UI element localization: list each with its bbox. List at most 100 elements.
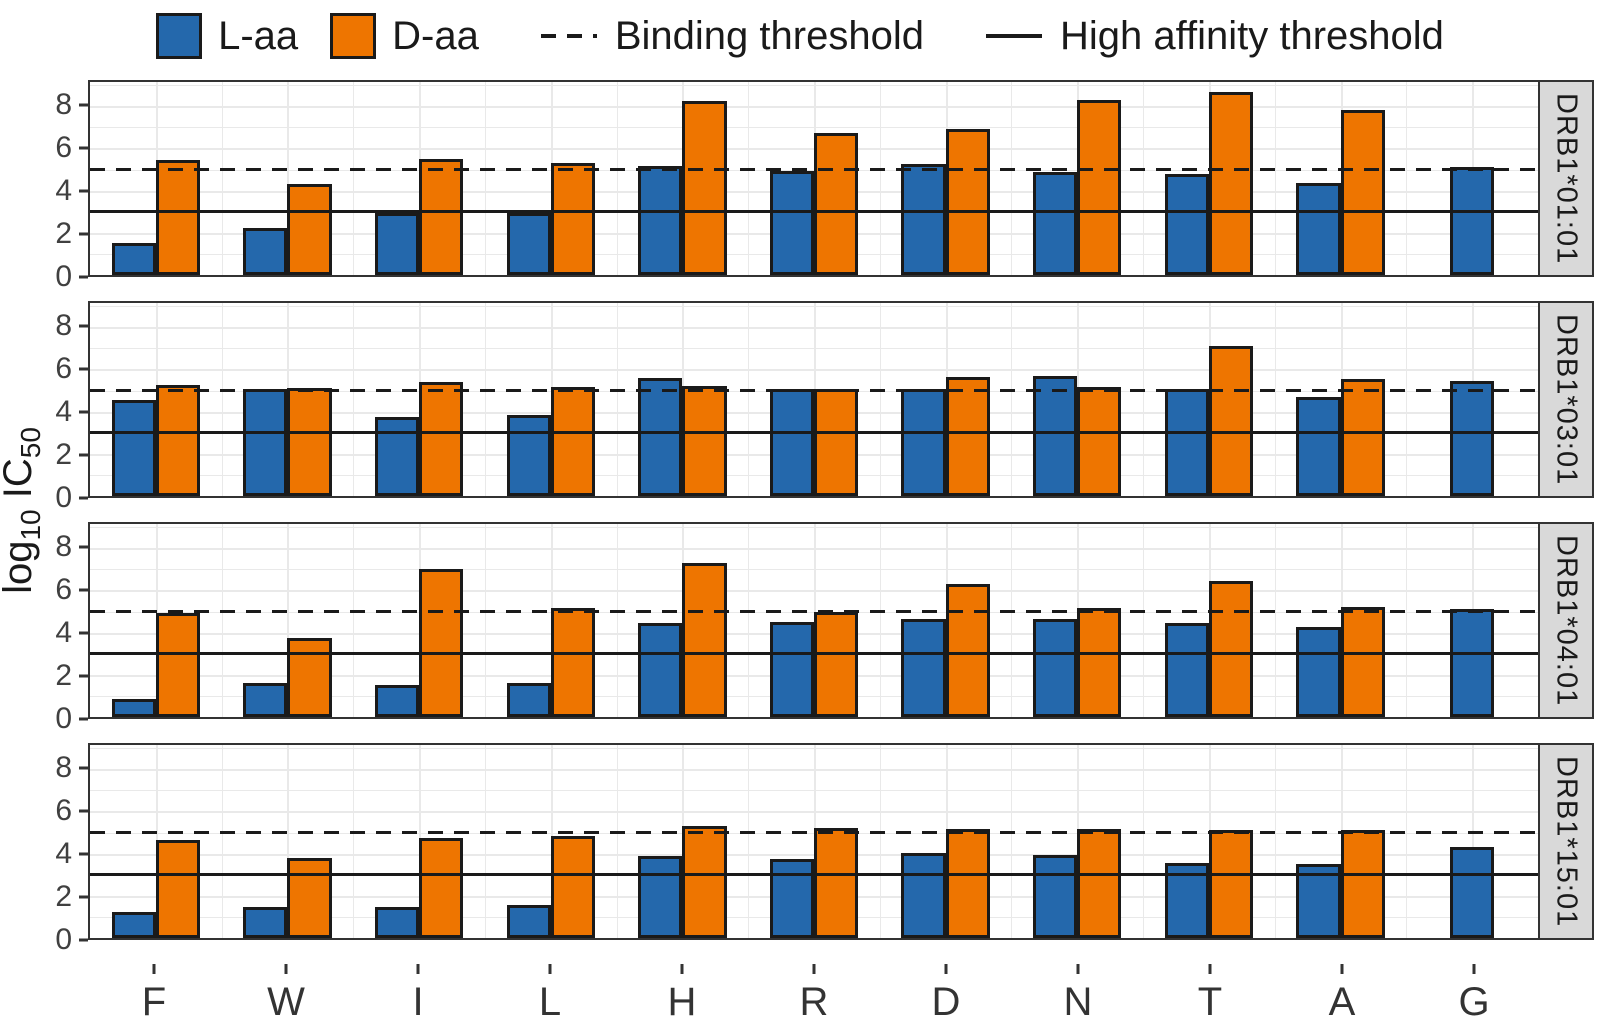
- y-tick-label: 4: [55, 173, 72, 207]
- y-tick-mark: [79, 146, 88, 150]
- v-gridline-minor: [748, 524, 750, 717]
- y-tick-mark: [79, 631, 88, 635]
- legend-item-high-affinity-threshold: High affinity threshold: [985, 14, 1444, 59]
- bar-d-aa-F: [155, 160, 200, 275]
- x-tick-label-T: T: [1197, 980, 1223, 1018]
- v-gridline-minor: [616, 745, 618, 938]
- x-tick-mark: [680, 964, 684, 974]
- v-gridline: [287, 524, 290, 717]
- facet-strip: DRB1*04:01: [1540, 522, 1594, 719]
- y-axis-ticks: 0 2 4 6 8: [0, 301, 88, 514]
- facet-strip-label: DRB1*15:01: [1550, 755, 1583, 928]
- binding-threshold-line: [90, 610, 1538, 614]
- v-gridline-minor: [1274, 745, 1276, 938]
- bar-l-aa-T: [1164, 173, 1209, 275]
- x-tick-label-G: G: [1458, 980, 1490, 1018]
- y-tick-mark: [79, 103, 88, 107]
- v-gridline-minor: [616, 82, 618, 275]
- bar-d-aa-W: [287, 388, 332, 496]
- facet-row: 0 2 4 6 8 DRB1*04:01: [0, 522, 1600, 735]
- bar-d-aa-I: [419, 569, 464, 717]
- l-aa-swatch-icon: [156, 13, 203, 59]
- v-gridline-minor: [1011, 524, 1013, 717]
- bar-l-aa-G: [1450, 609, 1495, 717]
- y-tick-label: 8: [55, 750, 72, 784]
- v-gridline-minor: [879, 303, 881, 496]
- bar-l-aa-W: [243, 389, 288, 496]
- x-tick-mark: [416, 964, 420, 974]
- bar-l-aa-R: [769, 389, 814, 496]
- legend-label-l-aa: L-aa: [218, 13, 299, 58]
- x-tick-mark: [1340, 964, 1344, 974]
- y-tick-label: 6: [55, 351, 72, 385]
- v-gridline-minor: [616, 303, 618, 496]
- y-tick-label: 2: [55, 879, 72, 913]
- v-gridline-minor: [1406, 745, 1408, 938]
- bar-d-aa-D: [945, 829, 990, 938]
- v-gridline-minor: [221, 745, 223, 938]
- x-tick-label-I: I: [412, 980, 424, 1018]
- bar-l-aa-N: [1033, 618, 1078, 717]
- facet-strip-label: DRB1*01:01: [1550, 92, 1583, 265]
- facet-panel: [88, 743, 1540, 940]
- bar-l-aa-H: [638, 623, 683, 717]
- bar-l-aa-R: [769, 858, 814, 938]
- bar-d-aa-F: [155, 839, 200, 938]
- x-tick-mark: [1208, 964, 1212, 974]
- bar-l-aa-A: [1296, 183, 1341, 275]
- high-affinity-threshold-line: [90, 873, 1538, 877]
- v-gridline-minor: [748, 82, 750, 275]
- strip-spacer: [1594, 80, 1600, 277]
- solid-line-icon: [985, 34, 1042, 38]
- facet-panel: [88, 522, 1540, 719]
- facet-strip-label: DRB1*03:01: [1550, 313, 1583, 486]
- bar-d-aa-H: [682, 100, 727, 275]
- bar-d-aa-D: [945, 129, 990, 275]
- x-tick-label-A: A: [1328, 980, 1356, 1018]
- bar-l-aa-F: [111, 400, 156, 496]
- v-gridline-minor: [1274, 82, 1276, 275]
- bar-l-aa-N: [1033, 171, 1078, 275]
- y-tick-label: 8: [55, 87, 72, 121]
- bar-l-aa-L: [506, 683, 551, 717]
- bar-d-aa-R: [814, 389, 859, 496]
- bar-d-aa-N: [1077, 387, 1122, 496]
- bar-d-aa-R: [814, 828, 859, 938]
- bar-l-aa-I: [374, 212, 420, 275]
- v-gridline-minor: [748, 303, 750, 496]
- x-axis-left-pad: [0, 964, 88, 1018]
- bar-d-aa-A: [1340, 607, 1385, 717]
- v-gridline-minor: [221, 82, 223, 275]
- bar-l-aa-W: [243, 683, 288, 717]
- bar-d-aa-A: [1340, 110, 1385, 275]
- bar-d-aa-L: [550, 387, 595, 496]
- bar-l-aa-W: [243, 227, 288, 275]
- y-tick-label: 4: [55, 394, 72, 428]
- y-tick-label: 8: [55, 529, 72, 563]
- v-gridline-minor: [879, 82, 881, 275]
- bar-l-aa-I: [374, 685, 420, 717]
- y-tick-label: 2: [55, 658, 72, 692]
- x-tick-mark: [1076, 964, 1080, 974]
- binding-threshold-line: [90, 831, 1538, 835]
- bar-d-aa-F: [155, 612, 200, 717]
- x-tick-label-H: H: [667, 980, 697, 1018]
- bar-d-aa-T: [1208, 580, 1254, 717]
- v-gridline: [287, 745, 290, 938]
- v-gridline-minor: [1143, 303, 1145, 496]
- bar-l-aa-F: [111, 243, 156, 275]
- v-gridline-minor: [1143, 524, 1145, 717]
- v-gridline-minor: [1406, 82, 1408, 275]
- facet-strip: DRB1*15:01: [1540, 743, 1594, 940]
- v-gridline-minor: [1143, 82, 1145, 275]
- y-axis-ticks: 0 2 4 6 8: [0, 743, 88, 956]
- bar-d-aa-T: [1208, 830, 1254, 938]
- y-tick-mark: [79, 453, 88, 457]
- bar-d-aa-H: [682, 386, 727, 496]
- v-gridline-minor: [1143, 745, 1145, 938]
- bar-d-aa-D: [945, 584, 990, 717]
- y-tick-label: 2: [55, 437, 72, 471]
- v-gridline-minor: [1274, 524, 1276, 717]
- bar-d-aa-R: [814, 132, 859, 275]
